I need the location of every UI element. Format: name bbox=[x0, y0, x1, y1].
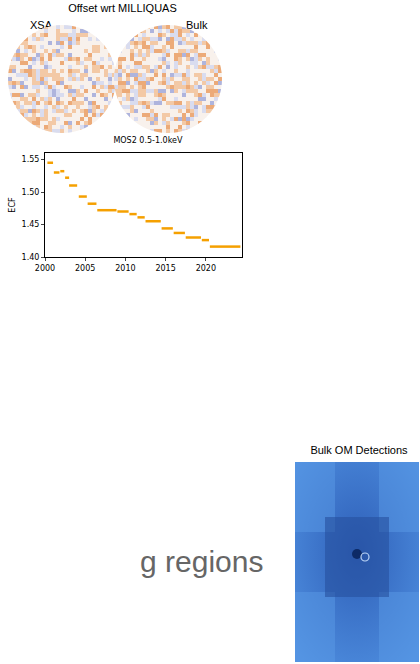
svg-text:ECF: ECF bbox=[8, 197, 17, 213]
svg-text:2000: 2000 bbox=[35, 264, 55, 273]
svg-text:MOS2 0.5-1.0keV: MOS2 0.5-1.0keV bbox=[113, 136, 183, 145]
html-text:Bulk: Bulk bbox=[186, 19, 208, 31]
html-text:Bulk OM Detections: Bulk OM Detections bbox=[310, 444, 408, 456]
html-text:Offset wrt MILLIQUAS: Offset wrt MILLIQUAS bbox=[68, 2, 177, 14]
svg-text:2005: 2005 bbox=[75, 264, 95, 273]
svg-text:1.40: 1.40 bbox=[22, 253, 40, 262]
svg-text:1.45: 1.45 bbox=[22, 220, 40, 229]
svg-text:2010: 2010 bbox=[115, 264, 135, 273]
svg-text:1.55: 1.55 bbox=[22, 155, 40, 164]
html-text:g regions: g regions bbox=[140, 545, 264, 578]
svg-text:2015: 2015 bbox=[155, 264, 175, 273]
svg-text:2020: 2020 bbox=[196, 264, 216, 273]
html-text:XSA: XSA bbox=[30, 19, 52, 31]
svg-text:1.50: 1.50 bbox=[22, 188, 40, 197]
